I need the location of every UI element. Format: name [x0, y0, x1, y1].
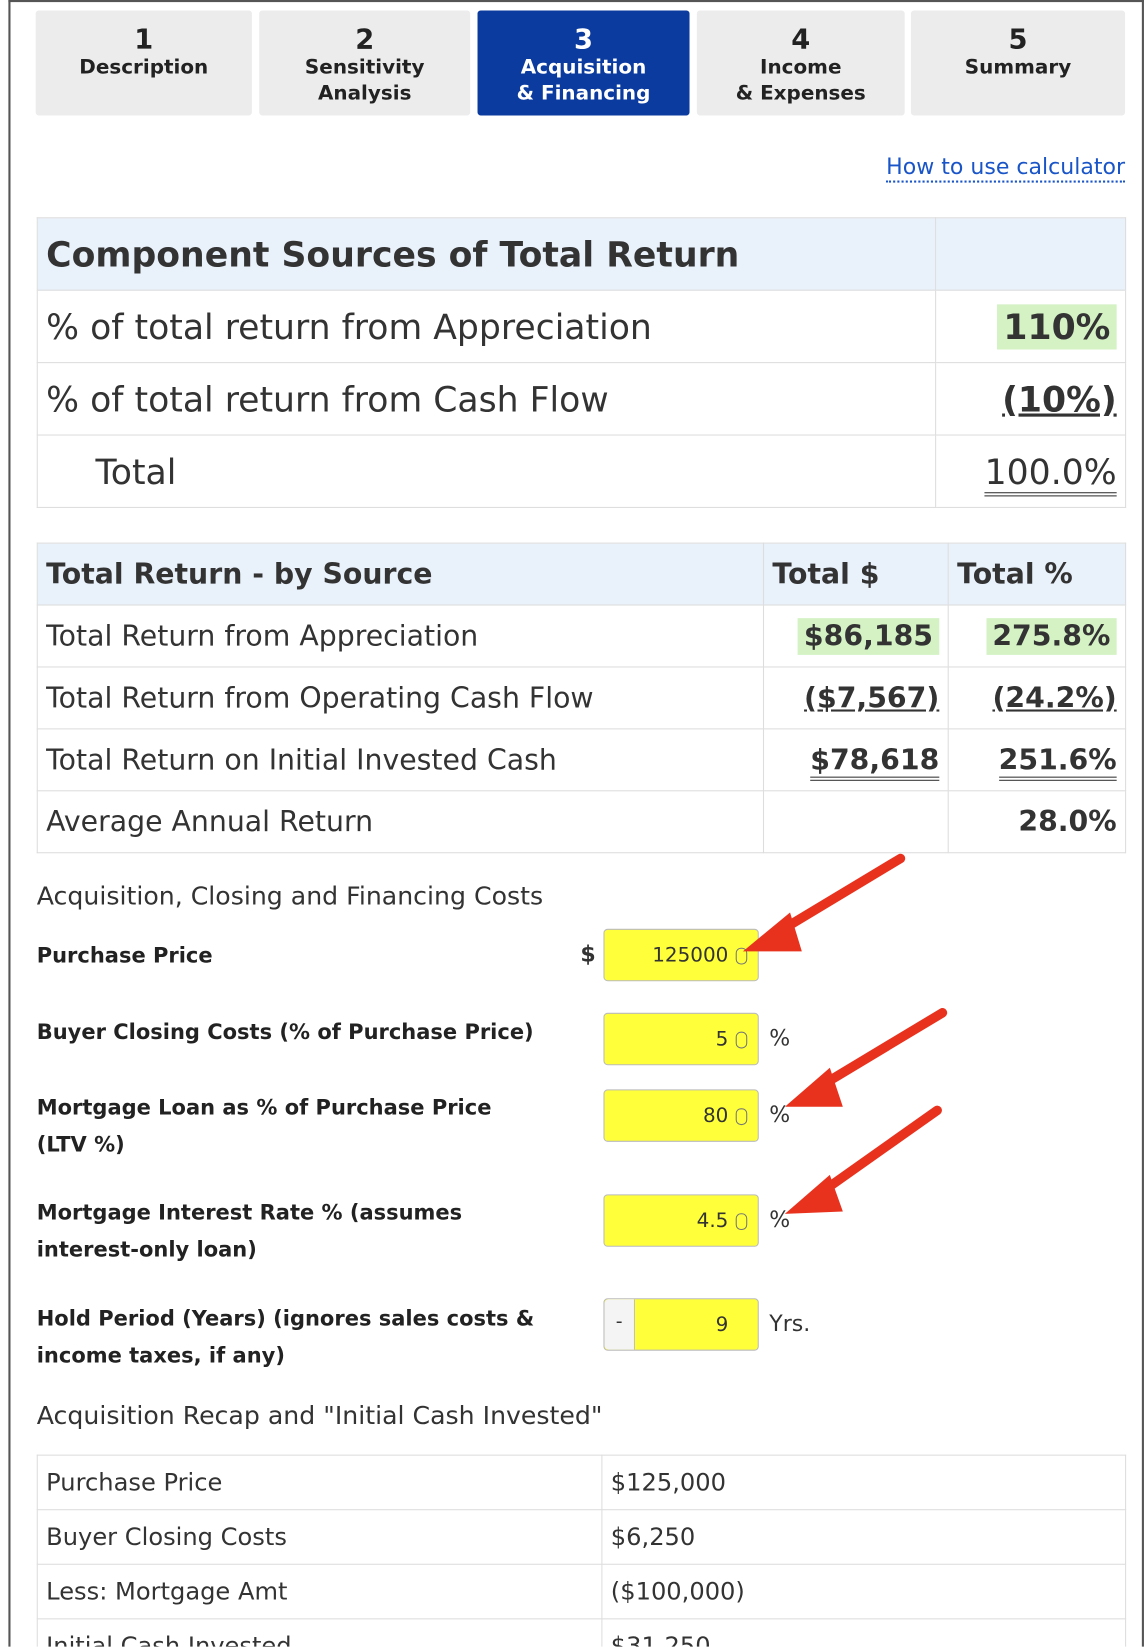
source-table: Total Return - by Source Total $ Total % T…	[36, 542, 1127, 854]
input[interactable]: 4.5	[603, 1194, 759, 1247]
suffix: %	[769, 1206, 791, 1233]
tab-label: & Expenses	[735, 81, 866, 105]
row-label: Total Return from Operating Cash Flow	[36, 666, 765, 730]
row-label: % of total return from Cash Flow	[36, 362, 937, 436]
value: ($100,000)	[601, 1563, 1127, 1620]
value: $125,000	[601, 1454, 1127, 1511]
field-label: Buyer Closing Costs (% of Purchase Price…	[37, 1014, 534, 1051]
input-value: 5	[715, 1027, 729, 1051]
help-link[interactable]: How to use calculator	[886, 153, 1126, 183]
value: $6,250	[601, 1509, 1127, 1565]
value: 251.6%	[999, 743, 1117, 781]
minus-button[interactable]: -	[604, 1299, 635, 1350]
frame	[8, 0, 1144, 1647]
header: Total Return - by Source	[36, 542, 765, 606]
label-line: income taxes, if any)	[36, 1342, 285, 1368]
field-label: Hold Period (Years) (ignores sales costs…	[37, 1300, 534, 1373]
row-label: Purchase Price	[36, 1454, 603, 1511]
tab-label: Analysis	[317, 81, 412, 105]
recap-row: Buyer Closing Costs $6,250	[36, 1509, 1127, 1565]
input-value: 80	[702, 1104, 729, 1128]
spinner[interactable]	[735, 947, 748, 965]
label-line: (LTV %)	[36, 1131, 125, 1157]
field-label: Purchase Price	[37, 937, 213, 974]
header: Total $	[762, 542, 949, 606]
prefix: $	[580, 941, 596, 967]
value: 275.8%	[986, 617, 1117, 655]
header: Total %	[947, 542, 1127, 606]
value: $78,618	[810, 743, 940, 781]
value: (24.2%)	[992, 681, 1117, 715]
tab-label: Income	[760, 55, 842, 79]
tab-label: & Financing	[516, 81, 651, 105]
tab-number: 1	[134, 24, 154, 56]
label-line: Mortgage Interest Rate % (assumes	[36, 1199, 463, 1225]
recap-row: Less: Mortgage Amt ($100,000)	[36, 1563, 1127, 1620]
tab-number: 4	[791, 24, 811, 56]
value: $31,250	[601, 1618, 1127, 1647]
tab-label: Description	[79, 55, 209, 79]
tab[interactable]: 4 Income & Expenses	[696, 10, 905, 116]
recap-table: Purchase Price $125,000 Buyer Closing Cost…	[36, 1454, 1127, 1647]
value: (10%)	[1002, 378, 1117, 420]
field-label: Mortgage Interest Rate % (assumes interes…	[37, 1194, 462, 1267]
value: 110%	[997, 303, 1117, 349]
input[interactable]: 125000	[603, 928, 759, 982]
label-line: Purchase Price	[36, 942, 213, 968]
value: 28.0%	[947, 790, 1127, 854]
label-line: Buyer Closing Costs (% of Purchase Price…	[36, 1019, 534, 1045]
section-heading: Acquisition, Closing and Financing Costs	[36, 881, 544, 911]
tab-number: 5	[1008, 24, 1028, 56]
tab-number: 2	[355, 24, 375, 56]
tab-label: Summary	[964, 55, 1072, 79]
spinner[interactable]	[735, 1213, 748, 1231]
input[interactable]: 5	[603, 1012, 759, 1066]
input-value: 9	[715, 1312, 729, 1337]
value: 100.0%	[984, 450, 1117, 496]
tab-label: Sensitivity	[304, 55, 425, 79]
tab[interactable]: 5 Summary	[910, 10, 1126, 116]
spinner[interactable]	[735, 1108, 748, 1126]
label-line: Mortgage Loan as % of Purchase Price	[36, 1094, 492, 1120]
section-heading: Acquisition Recap and "Initial Cash Inve…	[36, 1401, 603, 1431]
value	[762, 790, 949, 854]
input[interactable]: -9	[603, 1298, 759, 1351]
row-label: Total	[36, 434, 937, 508]
value: $86,185	[797, 617, 940, 655]
row-label: % of total return from Appreciation	[36, 289, 937, 364]
spinner[interactable]	[735, 1031, 748, 1049]
suffix: %	[769, 1025, 791, 1051]
tab[interactable]: 1 Description	[35, 10, 252, 116]
tab[interactable]: 2 Sensitivity Analysis	[259, 10, 471, 116]
field-label: Mortgage Loan as % of Purchase Price (LTV…	[37, 1089, 492, 1162]
recap-row: Initial Cash Invested $31,250	[36, 1618, 1127, 1647]
tab[interactable]: 3 Acquisition & Financing	[477, 10, 690, 116]
input[interactable]: 80	[603, 1089, 759, 1142]
label-line: interest-only loan)	[36, 1236, 257, 1262]
row-label: Total Return from Appreciation	[36, 604, 765, 668]
label-line: Hold Period (Years) (ignores sales costs…	[36, 1305, 535, 1331]
row-label: Less: Mortgage Amt	[36, 1563, 603, 1620]
row-label: Initial Cash Invested	[36, 1618, 603, 1647]
row-label: Buyer Closing Costs	[36, 1509, 603, 1565]
recap-row: Purchase Price $125,000	[36, 1454, 1127, 1511]
component-table: Component Sources of Total Return % of t…	[36, 217, 1127, 508]
tab-number: 3	[574, 24, 594, 56]
suffix: %	[769, 1101, 791, 1128]
value: ($7,567)	[804, 681, 940, 715]
row-label: Average Annual Return	[36, 790, 765, 854]
input-value: 125000	[652, 943, 729, 967]
input-value: 4.5	[696, 1209, 729, 1233]
tab-label: Acquisition	[520, 55, 647, 79]
suffix: Yrs.	[769, 1310, 811, 1337]
